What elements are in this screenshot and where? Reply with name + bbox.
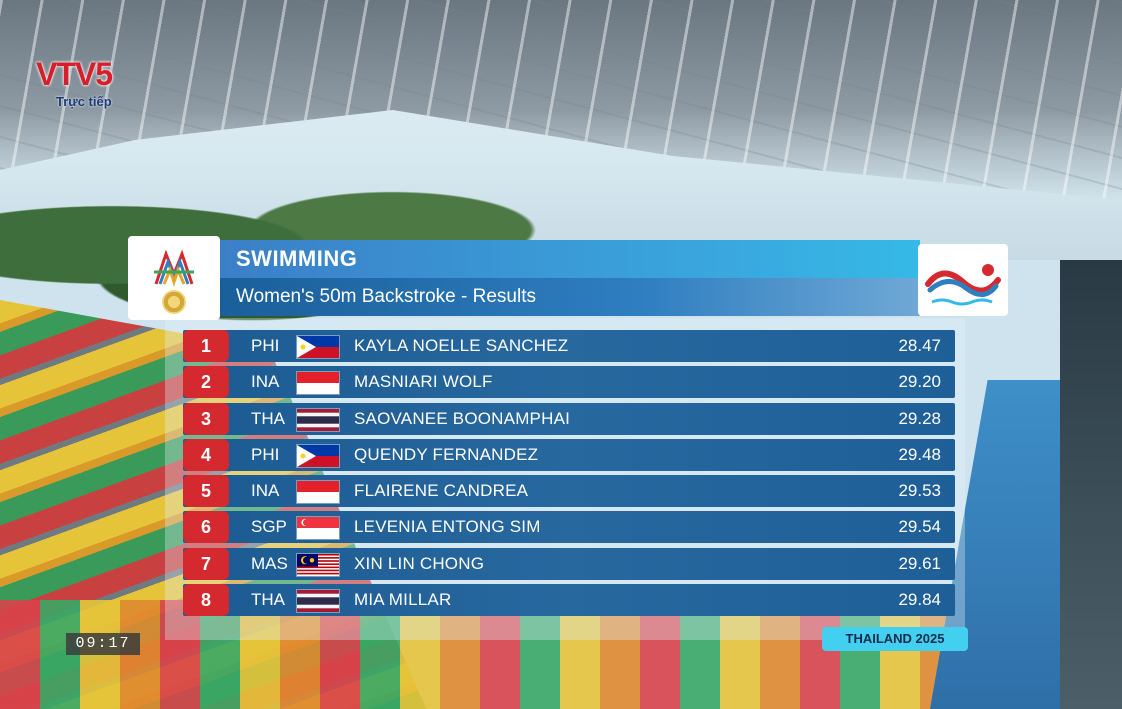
result-time: 29.48 xyxy=(898,444,941,464)
event-title-bar: Women's 50m Backstroke - Results xyxy=(220,278,920,316)
thailand-flag-icon xyxy=(296,589,340,614)
philippines-flag-icon xyxy=(296,335,340,359)
athlete-name: FLAIRENE CANDREA xyxy=(354,481,529,501)
result-time: 29.54 xyxy=(898,517,941,537)
broadcaster-logo: VTV5 Trực tiếp xyxy=(36,58,146,114)
country-code: INA xyxy=(251,481,280,501)
event-footer: THAILAND 2025 xyxy=(822,627,968,651)
result-time: 29.61 xyxy=(898,553,941,573)
result-time: 29.28 xyxy=(898,408,941,428)
medal-icon xyxy=(162,290,186,314)
result-row: 4 PHI QUENDY FERNANDEZ 29.48 xyxy=(183,438,955,471)
country-code: INA xyxy=(251,372,280,392)
country-code: THA xyxy=(251,408,285,428)
athlete-name: MASNIARI WOLF xyxy=(354,372,493,392)
country-code: SGP xyxy=(251,517,287,537)
philippines-flag-icon xyxy=(296,443,340,468)
malaysia-flag-icon xyxy=(296,552,340,577)
country-code: THA xyxy=(251,590,285,610)
rank-badge: 8 xyxy=(183,584,229,617)
result-row: 2 INA MASNIARI WOLF 29.20 xyxy=(183,366,955,399)
result-time: 28.47 xyxy=(898,336,941,355)
result-time: 29.20 xyxy=(898,372,941,392)
live-label: Trực tiếp xyxy=(56,94,112,109)
results-header: SWIMMING Women's 50m Backstroke - Result… xyxy=(128,236,1008,320)
indonesia-flag-icon xyxy=(296,480,340,505)
sport-pictogram xyxy=(918,244,1008,316)
rank-badge: 1 xyxy=(183,330,229,362)
result-row: 5 INA FLAIRENE CANDREA 29.53 xyxy=(183,475,955,508)
result-row: 8 THA MIA MILLAR 29.84 xyxy=(183,584,955,617)
rank-badge: 3 xyxy=(183,402,229,435)
sport-title: SWIMMING xyxy=(236,246,358,271)
rank-badge: 4 xyxy=(183,438,229,471)
sea-games-emblem-icon xyxy=(154,249,194,287)
games-emblem xyxy=(128,236,220,320)
result-row: 7 MAS XIN LIN CHONG 29.61 xyxy=(183,547,955,580)
rank-badge: 6 xyxy=(183,511,229,544)
rank-badge: 2 xyxy=(183,366,229,399)
rank-badge: 5 xyxy=(183,475,229,508)
athlete-name: KAYLA NOELLE SANCHEZ xyxy=(354,336,569,355)
sport-title-bar: SWIMMING xyxy=(220,240,920,278)
athlete-name: XIN LIN CHONG xyxy=(354,553,485,573)
results-list: 1 PHI KAYLA NOELLE SANCHEZ 28.47 2 INA MASNIAR… xyxy=(183,330,955,620)
event-title: Women's 50m Backstroke - Results xyxy=(236,286,536,307)
rank-badge: 7 xyxy=(183,547,229,580)
broadcaster-logo-text: VTV5 xyxy=(36,56,113,92)
country-code: PHI xyxy=(251,444,280,464)
athlete-name: SAOVANEE BOONAMPHAI xyxy=(354,408,571,428)
result-time: 29.53 xyxy=(898,481,941,501)
thailand-flag-icon xyxy=(296,407,340,432)
singapore-flag-icon xyxy=(296,516,340,541)
venue-wall xyxy=(1060,260,1122,709)
result-row: 3 THA SAOVANEE BOONAMPHAI 29.28 xyxy=(183,402,955,435)
spectator-seats xyxy=(0,600,1000,709)
result-row: 1 PHI KAYLA NOELLE SANCHEZ 28.47 xyxy=(183,330,955,362)
athlete-name: LEVENIA ENTONG SIM xyxy=(354,517,541,537)
broadcast-clock: 09:17 xyxy=(66,633,140,655)
swimming-pictogram-icon xyxy=(925,264,1001,306)
athlete-name: QUENDY FERNANDEZ xyxy=(354,444,539,464)
country-code: PHI xyxy=(251,336,280,355)
result-row: 6 SGP LEVENIA ENTONG SIM 29.54 xyxy=(183,511,955,544)
country-code: MAS xyxy=(251,553,288,573)
indonesia-flag-icon xyxy=(296,371,340,396)
athlete-name: MIA MILLAR xyxy=(354,590,452,610)
result-time: 29.84 xyxy=(898,590,941,610)
